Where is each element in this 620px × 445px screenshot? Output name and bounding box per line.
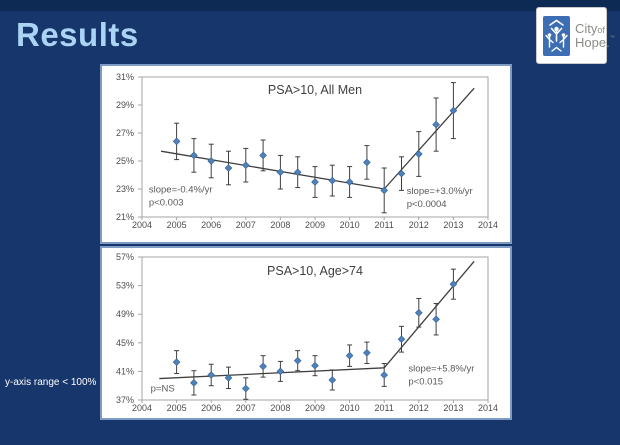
data-point-marker [449, 280, 458, 288]
data-point-marker [345, 178, 354, 186]
logo-text: Cityof Hope.™ [575, 22, 615, 49]
data-point-marker [241, 384, 250, 393]
x-tick-label: 2013 [443, 220, 463, 230]
y-tick-label: 25% [116, 156, 134, 166]
slide-title: Results [16, 16, 139, 53]
trendline [159, 367, 385, 380]
data-point-marker [172, 358, 181, 366]
y-tick-label: 57% [116, 252, 134, 262]
top-strip [0, 0, 620, 11]
data-point-marker [224, 374, 233, 382]
data-point-marker [190, 151, 198, 160]
x-tick-label: 2012 [409, 403, 429, 413]
data-point-marker [449, 106, 458, 115]
logo-word-city: City [575, 21, 598, 37]
x-tick-label: 2012 [409, 220, 429, 230]
annotation-label: p=NS [151, 384, 175, 395]
annotation-label: p<0.015 [408, 377, 443, 388]
y-tick-label: 41% [116, 366, 134, 376]
annotation-label: p<0.003 [149, 198, 184, 209]
x-tick-label: 2009 [305, 220, 325, 230]
y-tick-label: 49% [116, 309, 134, 319]
data-point-marker [397, 169, 406, 178]
data-point-marker [432, 120, 440, 129]
x-tick-label: 2014 [478, 220, 498, 230]
x-tick-label: 2007 [236, 403, 256, 413]
x-tick-label: 2006 [201, 220, 221, 230]
x-tick-label: 2013 [443, 403, 463, 413]
chart-psa10-all-men: 21% 23% 25% 27% 29% 31% 2004 2005 2006 2007 2008 20… [100, 64, 512, 244]
chart-title: PSA>10, All Men [268, 83, 362, 97]
y-tick-label: 27% [116, 128, 134, 138]
data-point-marker [345, 351, 354, 360]
data-point-marker [328, 376, 337, 384]
y-tick-label: 53% [116, 281, 134, 291]
annotation-label: slope=-0.4%/yr [149, 185, 213, 196]
y-axis-range-note: y-axis range < 100% [5, 377, 97, 388]
logo-trademark: ™ [609, 34, 615, 41]
data-point-marker [397, 335, 406, 344]
data-point-marker [363, 348, 371, 357]
y-tick-label: 45% [116, 338, 134, 348]
x-tick-label: 2006 [201, 403, 221, 413]
x-tick-label: 2008 [270, 403, 290, 413]
data-point-marker [311, 178, 319, 186]
chart-canvas: 21% 23% 25% 27% 29% 31% 2004 2005 2006 2007 2008 20… [116, 72, 498, 230]
data-point-marker [311, 361, 319, 370]
data-point-marker [363, 158, 371, 167]
data-point-marker [276, 367, 285, 376]
annotation-label: slope=+3.0%/yr [407, 186, 473, 197]
x-tick-label: 2004 [132, 403, 152, 413]
data-point-marker [432, 315, 440, 324]
data-point-marker [414, 308, 423, 317]
chart-psa10-age74: 37% 41% 45% 49% 53% 57% 2004 2005 2006 2007 2008 20… [100, 246, 512, 420]
logo-word-of: of [597, 25, 605, 36]
annotation-label: slope=+5.8%/yr [408, 364, 474, 375]
annotation-label: p<0.0004 [407, 199, 447, 210]
data-point-marker [207, 157, 216, 165]
chart-canvas: 37% 41% 45% 49% 53% 57% 2004 2005 2006 2007 2008 20… [116, 252, 498, 413]
data-point-marker [293, 168, 302, 177]
x-tick-label: 2004 [132, 220, 152, 230]
logo-word-hope: Hope. [575, 34, 610, 50]
y-tick-label: 37% [116, 395, 134, 405]
data-point-marker [190, 379, 198, 387]
data-point-marker [293, 356, 302, 365]
x-tick-label: 2005 [167, 220, 187, 230]
data-point-marker [259, 362, 267, 371]
y-tick-label: 21% [116, 212, 134, 222]
data-point-marker [414, 150, 423, 158]
x-tick-label: 2007 [236, 220, 256, 230]
trendline [383, 260, 475, 369]
city-of-hope-logo: Cityof Hope.™ [536, 7, 615, 64]
y-tick-label: 23% [116, 184, 134, 194]
data-point-marker [241, 161, 250, 170]
x-tick-label: 2009 [305, 403, 325, 413]
data-point-marker [207, 371, 216, 379]
x-tick-label: 2005 [167, 403, 187, 413]
data-point-marker [224, 164, 233, 172]
data-point-marker [328, 176, 337, 185]
x-tick-label: 2008 [270, 220, 290, 230]
data-point-marker [380, 371, 389, 379]
data-point-marker [380, 186, 389, 195]
y-tick-label: 29% [116, 100, 134, 110]
x-tick-label: 2011 [375, 220, 394, 230]
data-point-marker [276, 168, 285, 177]
x-tick-label: 2014 [478, 403, 498, 413]
chart-title: PSA>10, Age>74 [267, 264, 363, 278]
x-tick-label: 2010 [340, 220, 360, 230]
y-tick-label: 31% [116, 72, 134, 82]
x-tick-label: 2011 [375, 403, 394, 413]
city-of-hope-icon [543, 15, 570, 56]
data-point-marker [259, 151, 267, 160]
x-tick-label: 2010 [340, 403, 360, 413]
data-point-marker [172, 137, 181, 146]
